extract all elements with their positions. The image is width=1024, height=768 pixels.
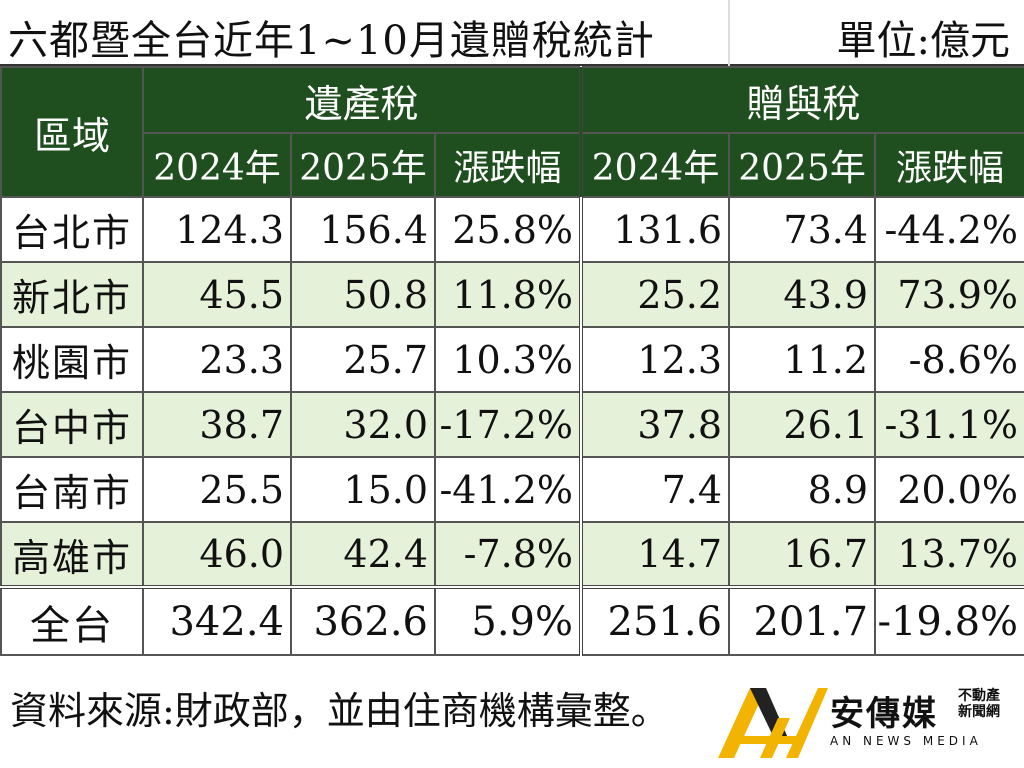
source-note: 資料來源:財政部，並由住商機構彙整。 xyxy=(10,689,669,733)
table-row: 高雄市 46.0 42.4 -7.8% 14.7 16.7 13.7% xyxy=(0,521,1024,588)
region-name: 高雄市 xyxy=(0,521,144,588)
an-logo-mark-icon xyxy=(718,688,828,758)
estate-2025-value: 156.4 xyxy=(290,196,436,263)
region-name: 新北市 xyxy=(0,261,144,328)
estate-2024-header: 2024年 xyxy=(142,132,292,198)
estate-change-value: 10.3% xyxy=(433,326,583,393)
title-divider xyxy=(728,0,730,66)
gift-2025-header: 2025年 xyxy=(728,132,877,198)
region-header: 區域 xyxy=(0,66,144,198)
gift-2024-header: 2024年 xyxy=(579,132,731,198)
estate-2025-value: 50.8 xyxy=(290,261,436,328)
estate-2025-value: 25.7 xyxy=(290,326,436,393)
gift-2025-value: 73.4 xyxy=(728,196,877,263)
estate-2024-value: 45.5 xyxy=(142,261,292,328)
footer: 資料來源:財政部，並由住商機構彙整。 xyxy=(0,662,1024,768)
unit-label: 單位:億元 xyxy=(836,18,1010,64)
gift-tax-header: 贈與稅 xyxy=(579,66,1024,134)
total-row: 全台 342.4 362.6 5.9% 251.6 201.7 -19.8% xyxy=(0,585,1024,656)
table-row: 桃園市 23.3 25.7 10.3% 12.3 11.2 -8.6% xyxy=(0,326,1024,393)
logo-english: AN NEWS MEDIA xyxy=(830,734,982,748)
total-name: 全台 xyxy=(0,585,144,656)
estate-change-value: 25.8% xyxy=(433,196,583,263)
gift-2025-value: 26.1 xyxy=(728,391,877,458)
gift-change-value: -44.2% xyxy=(874,196,1024,263)
an-news-media-logo: 安傳媒 不動產 新聞網 AN NEWS MEDIA xyxy=(716,682,1016,762)
logo-side-line: 不動產 xyxy=(958,688,1000,704)
estate-change-value: -7.8% xyxy=(433,521,583,588)
gift-2024-value: 37.8 xyxy=(579,391,731,458)
estate-2025-value: 42.4 xyxy=(290,521,436,588)
total-gift-2024: 251.6 xyxy=(579,585,731,656)
table-row: 台中市 38.7 32.0 -17.2% 37.8 26.1 -31.1% xyxy=(0,391,1024,458)
gift-2024-value: 25.2 xyxy=(579,261,731,328)
table-row: 台北市 124.3 156.4 25.8% 131.6 73.4 -44.2% xyxy=(0,196,1024,263)
gift-2025-value: 43.9 xyxy=(728,261,877,328)
estate-change-header: 漲跌幅 xyxy=(433,132,583,198)
estate-2024-value: 124.3 xyxy=(142,196,292,263)
logo-side-line: 新聞網 xyxy=(958,704,1000,720)
total-estate-change: 5.9% xyxy=(433,585,583,656)
total-estate-2025: 362.6 xyxy=(290,585,436,656)
header-row-2: 2024年 2025年 漲跌幅 2024年 2025年 漲跌幅 xyxy=(1,132,1024,198)
estate-tax-header: 遺產稅 xyxy=(141,66,583,134)
tax-table: 區域 遺產稅 贈與稅 2024年 2025年 漲跌幅 2024年 2025年 漲… xyxy=(0,66,1024,656)
table-row: 新北市 45.5 50.8 11.8% 25.2 43.9 73.9% xyxy=(0,261,1024,328)
gift-change-value: -31.1% xyxy=(874,391,1024,458)
gift-2025-value: 11.2 xyxy=(728,326,877,393)
estate-2024-value: 38.7 xyxy=(142,391,292,458)
region-name: 台南市 xyxy=(0,456,144,523)
estate-2025-value: 15.0 xyxy=(290,456,436,523)
region-name: 桃園市 xyxy=(0,326,144,393)
logo-side-text: 不動產 新聞網 xyxy=(958,688,1014,720)
estate-2025-value: 32.0 xyxy=(290,391,436,458)
estate-2024-value: 46.0 xyxy=(142,521,292,588)
total-gift-2025: 201.7 xyxy=(728,585,877,656)
total-estate-2024: 342.4 xyxy=(142,585,292,656)
estate-change-value: 11.8% xyxy=(433,261,583,328)
gift-2024-value: 12.3 xyxy=(579,326,731,393)
gift-change-value: 13.7% xyxy=(874,521,1024,588)
gift-change-header: 漲跌幅 xyxy=(874,132,1024,198)
estate-2025-header: 2025年 xyxy=(290,132,436,198)
gift-2025-value: 8.9 xyxy=(728,456,877,523)
estate-2024-value: 23.3 xyxy=(142,326,292,393)
gift-change-value: 20.0% xyxy=(874,456,1024,523)
estate-change-value: -41.2% xyxy=(433,456,583,523)
logo-name: 安傳媒 xyxy=(830,694,938,734)
page-title: 六都暨全台近年1~10月遺贈稅統計 xyxy=(8,18,655,64)
gift-2024-value: 131.6 xyxy=(579,196,731,263)
region-name: 台中市 xyxy=(0,391,144,458)
gift-change-value: -8.6% xyxy=(874,326,1024,393)
region-name: 台北市 xyxy=(0,196,144,263)
gift-change-value: 73.9% xyxy=(874,261,1024,328)
gift-2024-value: 7.4 xyxy=(579,456,731,523)
title-bar: 六都暨全台近年1~10月遺贈稅統計 單位:億元 xyxy=(0,0,1024,66)
header-row-1: 區域 遺產稅 贈與稅 xyxy=(0,66,1024,198)
estate-change-value: -17.2% xyxy=(433,391,583,458)
total-gift-change: -19.8% xyxy=(874,585,1024,656)
gift-2025-value: 16.7 xyxy=(728,521,877,588)
gift-2024-value: 14.7 xyxy=(579,521,731,588)
estate-2024-value: 25.5 xyxy=(142,456,292,523)
table-row: 台南市 25.5 15.0 -41.2% 7.4 8.9 20.0% xyxy=(0,456,1024,523)
